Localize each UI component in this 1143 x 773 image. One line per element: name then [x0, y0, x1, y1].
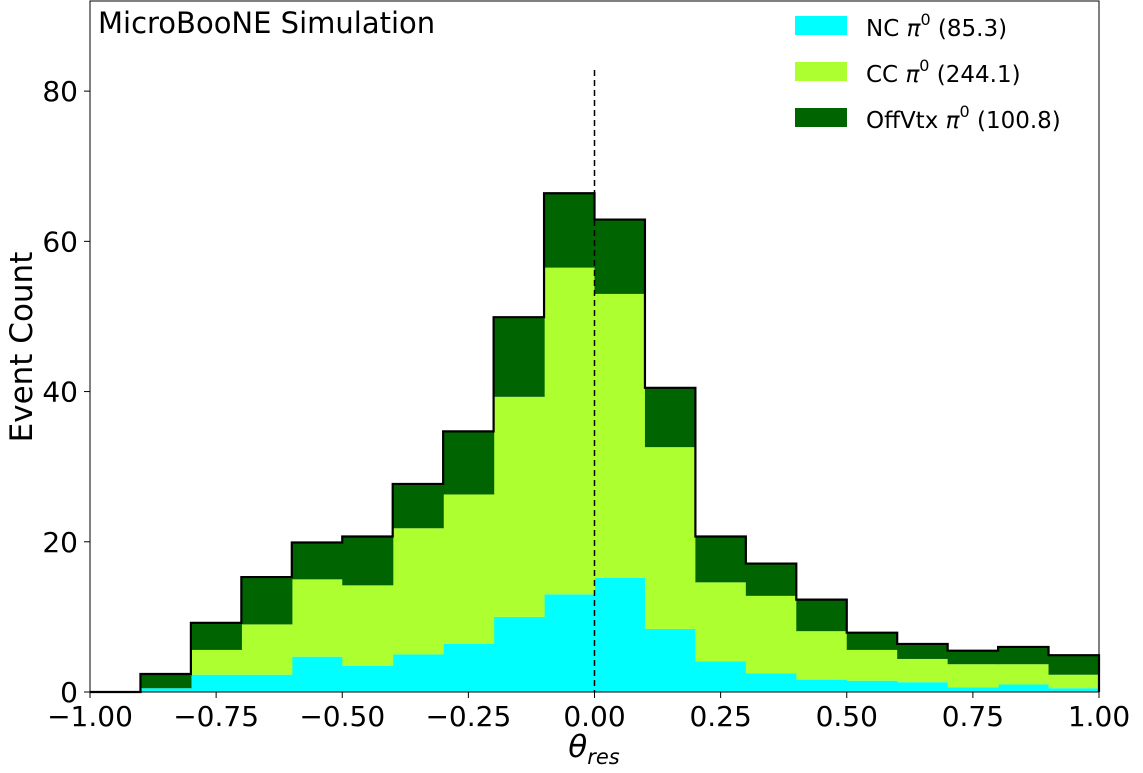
y-axis-ticks: 0 20 40 60 80 [42, 75, 90, 709]
y-tick-label: 0 [60, 676, 78, 709]
legend-swatch-cc [795, 62, 847, 81]
bar-nc-7 [443, 643, 495, 692]
bar-offvtx-15 [846, 632, 898, 650]
bar-offvtx-17 [947, 650, 999, 665]
bar-nc-9 [544, 594, 596, 692]
bar-cc-12 [695, 582, 747, 662]
bar-nc-6 [392, 654, 444, 692]
x-axis-label-symbol: θ [568, 729, 587, 765]
bar-cc-14 [796, 631, 848, 680]
bar-cc-3 [241, 624, 293, 675]
x-tick-label: −0.25 [425, 700, 511, 733]
x-tick-label: −0.75 [173, 700, 259, 733]
bar-offvtx-9 [544, 193, 596, 268]
bar-nc-12 [695, 661, 747, 692]
bar-nc-10 [594, 577, 646, 692]
bar-cc-6 [392, 528, 444, 655]
bar-offvtx-12 [695, 536, 747, 583]
bar-nc-18 [998, 684, 1050, 692]
x-axis-label-subscript: res [587, 745, 620, 769]
bar-offvtx-10 [594, 219, 646, 294]
x-tick-label: 0.75 [942, 700, 1004, 733]
x-tick-label: 0.25 [689, 700, 751, 733]
bar-cc-16 [897, 658, 949, 683]
legend-swatch-offvtx [795, 108, 847, 127]
bar-cc-5 [342, 585, 394, 666]
bar-offvtx-4 [291, 542, 343, 580]
legend-label-nc: NC π0 (85.3) [866, 10, 1007, 42]
histogram-outline [90, 192, 1101, 694]
legend-swatch-nc [795, 16, 847, 35]
x-tick-label: 1.00 [1068, 700, 1130, 733]
bar-cc-18 [998, 664, 1050, 685]
bar-nc-5 [342, 665, 394, 692]
bar-nc-8 [493, 616, 545, 692]
bar-nc-11 [644, 628, 696, 692]
bar-offvtx-19 [1048, 655, 1100, 675]
bar-cc-17 [947, 664, 999, 688]
bar-cc-10 [594, 293, 646, 578]
bar-nc-15 [846, 680, 898, 692]
bar-cc-9 [544, 267, 596, 595]
bar-offvtx-3 [241, 577, 293, 625]
total-outline-step [90, 192, 1101, 694]
bar-nc-16 [897, 682, 949, 692]
y-tick-label: 80 [42, 75, 78, 108]
bar-nc-1 [140, 688, 192, 692]
bar-nc-14 [796, 679, 848, 692]
bar-offvtx-8 [493, 317, 545, 397]
bar-cc-15 [846, 649, 898, 681]
x-axis-label: θres [568, 729, 620, 769]
bar-offvtx-6 [392, 483, 444, 529]
bar-offvtx-16 [897, 643, 949, 659]
bar-cc-8 [493, 396, 545, 617]
x-tick-label: −0.50 [299, 700, 385, 733]
simulation-annotation: MicroBooNE Simulation [98, 6, 435, 40]
legend-label-offvtx: OffVtx π0 (100.8) [866, 102, 1061, 134]
bar-offvtx-18 [998, 646, 1050, 665]
bar-offvtx-7 [443, 431, 495, 495]
bar-offvtx-13 [745, 563, 797, 596]
bar-nc-19 [1048, 688, 1100, 692]
y-tick-label: 20 [42, 526, 78, 559]
bar-cc-19 [1048, 674, 1100, 689]
bar-cc-2 [190, 649, 242, 675]
bar-nc-2 [190, 674, 242, 692]
x-tick-label: −1.00 [47, 700, 133, 733]
bar-offvtx-5 [342, 536, 394, 586]
stacked-bars [140, 193, 1100, 692]
legend: NC π0 (85.3) CC π0 (244.1) OffVtx π0 (100.… [795, 10, 1061, 134]
bar-offvtx-2 [190, 622, 242, 650]
legend-label-cc: CC π0 (244.1) [866, 56, 1021, 88]
y-tick-label: 40 [42, 376, 78, 409]
y-tick-label: 60 [42, 225, 78, 258]
bar-cc-7 [443, 494, 495, 644]
x-axis-ticks: −1.00 −0.75 −0.50 −0.25 0.00 0.25 0.50 0.75 1.00 [47, 692, 1130, 733]
bar-nc-4 [291, 656, 343, 692]
y-axis-label: Event Count [4, 252, 40, 443]
bar-offvtx-1 [140, 673, 192, 689]
bar-cc-4 [291, 579, 343, 657]
bar-nc-17 [947, 687, 999, 692]
x-tick-label: 0.00 [563, 700, 625, 733]
bar-nc-13 [745, 673, 797, 692]
bar-cc-13 [745, 595, 797, 674]
bar-nc-3 [241, 674, 293, 692]
x-tick-label: 0.50 [816, 700, 878, 733]
bar-cc-11 [644, 447, 696, 629]
bar-offvtx-11 [644, 387, 696, 448]
bar-offvtx-14 [796, 599, 848, 632]
